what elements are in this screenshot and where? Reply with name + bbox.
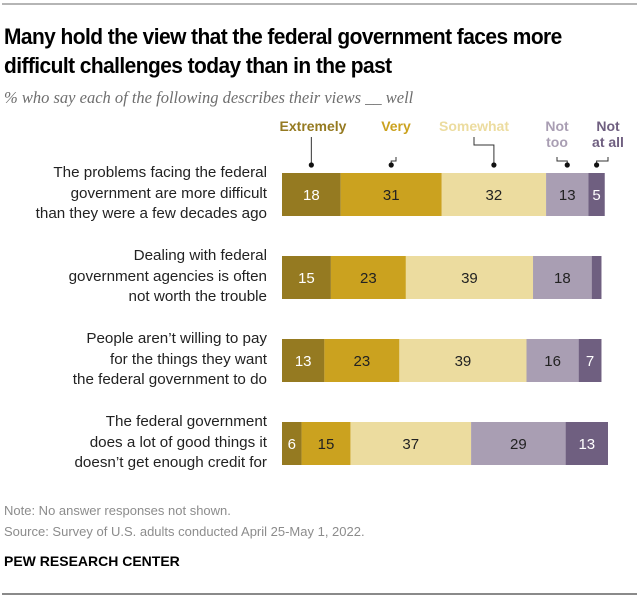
legend-label-line: Very xyxy=(381,118,411,134)
legend-item-somewhat: Somewhat xyxy=(429,118,519,134)
legend-label-line: Not xyxy=(545,118,569,134)
legend-leader-dot xyxy=(564,162,570,168)
bar-segment-somewhat xyxy=(350,422,472,465)
source-text: Source: Survey of U.S. adults conducted … xyxy=(4,524,365,539)
data-label: 23 xyxy=(360,270,377,287)
data-label: 6 xyxy=(288,436,296,453)
data-label: 23 xyxy=(354,353,371,370)
data-label: 15 xyxy=(298,270,315,287)
pew-logo-text: PEW RESEARCH CENTER xyxy=(4,553,180,569)
legend-item-extremely: Extremely xyxy=(268,118,358,134)
legend-label-line: Not xyxy=(596,118,620,134)
row-label-line: not worth the trouble xyxy=(128,288,267,305)
data-label: 7 xyxy=(586,353,594,370)
row-label-line: People aren’t willing to pay xyxy=(86,330,267,347)
chart-title: Many hold the view that the federal gove… xyxy=(4,24,562,78)
bar-segment-somewhat xyxy=(441,173,547,216)
legend-label-line: too xyxy=(546,134,568,150)
legend-leader-dot xyxy=(388,162,394,168)
chart-subtitle: % who say each of the following describe… xyxy=(4,88,414,107)
legend-leader-line xyxy=(473,137,495,165)
bar-segment-not-at-all xyxy=(565,422,608,465)
bar-segment-very xyxy=(324,339,400,382)
bar-segment-not-too xyxy=(471,422,566,465)
bar-segment-somewhat xyxy=(405,256,534,299)
bar-segment-very xyxy=(301,422,351,465)
bar-segment-not-at-all xyxy=(578,339,602,382)
legend-label-line: at all xyxy=(592,134,624,150)
row-label: People aren’t willing to pay for the thin… xyxy=(0,329,267,391)
data-label: 18 xyxy=(303,187,320,204)
row-label-line: than they were a few decades ago xyxy=(35,205,267,222)
legend-item-very: Very xyxy=(351,118,441,134)
legend-label-line: Extremely xyxy=(279,118,347,134)
data-label: 39 xyxy=(455,353,472,370)
row-label: The problems facing the federal governmen… xyxy=(0,163,267,225)
data-label: 13 xyxy=(295,353,312,370)
row-label: The federal government does a lot of good… xyxy=(0,412,267,474)
bar-segment-very xyxy=(340,173,442,216)
bottom-rule xyxy=(2,593,637,595)
bar-segment-not-at-all xyxy=(588,173,605,216)
data-label: 5 xyxy=(592,187,600,204)
bar-segment-extremely xyxy=(282,422,302,465)
bar-segment-not-too xyxy=(533,256,592,299)
row-label: Dealing with federal government agencies … xyxy=(0,246,267,308)
bar-segment-very xyxy=(330,256,406,299)
data-label: 13 xyxy=(578,436,595,453)
row-label-line: The problems facing the federal xyxy=(53,164,267,181)
bar-segment-extremely xyxy=(282,173,341,216)
row-label-line: does a lot of good things it xyxy=(89,433,267,451)
data-label: 18 xyxy=(554,270,571,287)
legend-leader-dot xyxy=(491,162,497,168)
legend-leader-dot xyxy=(308,162,314,168)
data-label: 13 xyxy=(559,187,576,204)
data-label: 15 xyxy=(318,436,335,453)
data-label: 16 xyxy=(544,353,561,370)
row-label-line: government are more difficult xyxy=(70,184,267,202)
bar-segment-extremely xyxy=(282,339,325,382)
data-label: 39 xyxy=(461,270,478,287)
row-label-line: The federal government xyxy=(105,413,267,430)
row-label-line: the federal government to do xyxy=(72,371,267,388)
bar-segment-extremely xyxy=(282,256,331,299)
bar-segment-not-too xyxy=(546,173,589,216)
row-label-line: for the things they want xyxy=(109,350,267,368)
legend-label-line: Somewhat xyxy=(438,118,509,134)
row-label-line: Dealing with federal xyxy=(133,247,267,264)
row-label-line: doesn’t get enough credit for xyxy=(74,454,267,471)
top-rule xyxy=(2,3,637,5)
bar-segment-not-at-all xyxy=(591,256,602,299)
row-label-line: government agencies is often xyxy=(68,267,267,285)
data-label: 31 xyxy=(383,187,400,204)
legend-item-not-at-all: Not at all xyxy=(563,118,639,150)
bar-segment-somewhat xyxy=(399,339,527,382)
data-label: 32 xyxy=(486,187,503,204)
bar-segment-not-too xyxy=(526,339,579,382)
data-label: 37 xyxy=(402,436,419,453)
legend-item-not-too: Not too xyxy=(512,118,602,150)
note-text: Note: No answer responses not shown. xyxy=(4,503,231,518)
legend-leader-dot xyxy=(593,162,600,168)
data-label: 29 xyxy=(510,436,527,453)
